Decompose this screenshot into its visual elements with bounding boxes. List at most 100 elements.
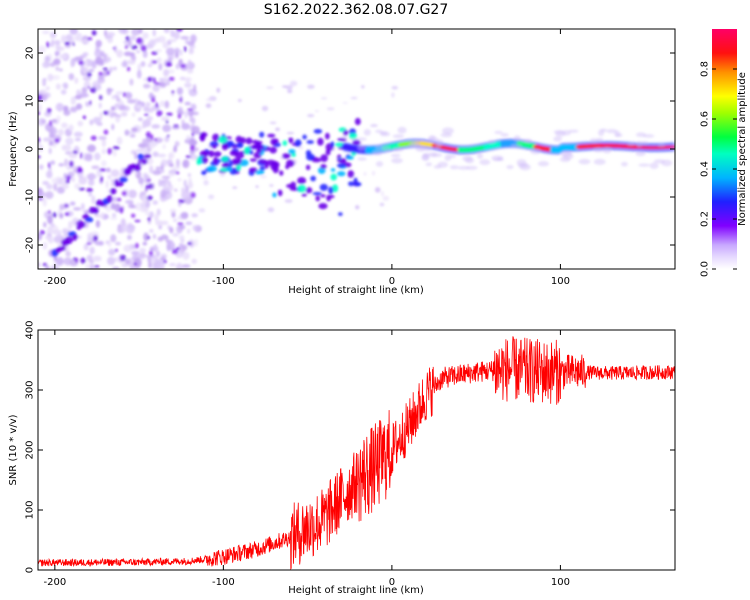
spectrogram-haze-blob bbox=[465, 165, 478, 170]
spectrogram-noise-blob bbox=[38, 164, 44, 170]
spectrogram-noise-blob bbox=[114, 203, 121, 213]
spectrogram-noise-blob bbox=[124, 129, 130, 136]
spectrogram-purple-blob bbox=[134, 242, 139, 249]
spectrogram-noise-blob bbox=[70, 96, 76, 106]
spectrogram-haze-blob bbox=[593, 158, 606, 165]
spectrogram-noise-blob bbox=[148, 142, 156, 149]
spectrogram-band-blob bbox=[306, 153, 315, 161]
spectrogram-noise-blob bbox=[175, 63, 180, 70]
spectrogram-noise-blob bbox=[133, 257, 142, 267]
spectrogram-noise-blob bbox=[56, 257, 64, 266]
spectrogram-haze-blob bbox=[537, 161, 550, 167]
spectrogram-haze-blob bbox=[491, 155, 504, 161]
spectrogram-noise-blob bbox=[131, 112, 136, 117]
spectrogram-noise-blob bbox=[186, 62, 194, 69]
spectrogram-band-blob bbox=[217, 136, 228, 144]
spectrogram-noise-blob bbox=[137, 117, 143, 122]
spectrogram-noise-blob bbox=[142, 241, 148, 246]
spectrogram-noise-blob bbox=[194, 238, 199, 247]
spectrogram-purple-blob bbox=[185, 155, 192, 159]
spectrogram-noise-blob bbox=[144, 212, 152, 216]
spectrogram-noise-blob bbox=[113, 103, 119, 110]
spectrogram-haze-blob bbox=[476, 152, 484, 159]
spectrogram-noise-blob bbox=[128, 39, 132, 47]
spectrogram-noise-blob bbox=[110, 169, 120, 178]
spectrogram-haze-blob bbox=[627, 143, 635, 147]
spectrogram-haze-blob bbox=[517, 162, 529, 168]
spectrogram-noise-blob bbox=[110, 202, 116, 210]
spectrogram-band-blob bbox=[348, 181, 355, 187]
spectrogram-diagonal-blob bbox=[109, 188, 117, 195]
spectrogram-noise-blob bbox=[287, 90, 292, 93]
spectrogram-noise-blob bbox=[42, 77, 47, 82]
spectrogram-noise-blob bbox=[298, 145, 304, 150]
spectrogram-noise-blob bbox=[74, 95, 82, 100]
spectrogram-purple-blob bbox=[183, 46, 187, 53]
spectrogram-noise-blob bbox=[38, 191, 46, 197]
spectrogram-noise-blob bbox=[134, 151, 138, 160]
spectrogram-noise-blob bbox=[89, 119, 94, 126]
spectrogram-band-blob bbox=[347, 170, 355, 178]
spectrogram-purple-blob bbox=[99, 94, 103, 101]
spectrogram-noise-blob bbox=[267, 207, 275, 213]
spectrogram-tone-blob bbox=[671, 145, 675, 148]
spectrogram-noise-blob bbox=[269, 184, 274, 187]
spectrogram-noise-blob bbox=[181, 123, 191, 130]
spectrogram-purple-blob bbox=[64, 212, 70, 217]
spectrogram-noise-blob bbox=[175, 262, 183, 269]
spectrogram-noise-blob bbox=[143, 232, 149, 242]
spectrogram-noise-blob bbox=[286, 132, 295, 135]
spectrogram-haze-blob bbox=[593, 147, 604, 153]
spectrogram-noise-blob bbox=[85, 262, 90, 269]
spectrogram-noise-blob bbox=[47, 73, 54, 82]
spectrogram-noise-blob bbox=[382, 195, 390, 201]
spectrogram-noise-blob bbox=[91, 60, 97, 69]
spectrogram-noise-blob bbox=[169, 263, 176, 267]
spectrogram-band-blob bbox=[213, 151, 222, 157]
spectrogram-noise-blob bbox=[53, 57, 61, 66]
spectrogram-noise-blob bbox=[191, 258, 197, 264]
spectrogram-noise-blob bbox=[179, 76, 186, 81]
snr-ticks: -200 -100 0 100 0 100 200 300 400 bbox=[25, 320, 675, 588]
spectrogram-noise-blob bbox=[174, 140, 180, 147]
spectrogram-noise-blob bbox=[89, 260, 95, 264]
spectrogram-purple-blob bbox=[64, 41, 70, 46]
spectrogram-noise-blob bbox=[87, 144, 96, 153]
spectrogram-purple-blob bbox=[125, 35, 130, 42]
spectrogram-noise-blob bbox=[73, 207, 82, 211]
spectrogram-noise-blob bbox=[62, 82, 68, 88]
spectrogram-band-blob bbox=[338, 212, 343, 216]
spectrogram-band-blob bbox=[317, 137, 324, 146]
spectrogram-noise-blob bbox=[190, 34, 197, 43]
spectrogram-noise-blob bbox=[42, 137, 52, 142]
spectrogram-diagonal-blob bbox=[140, 158, 148, 165]
spectrogram-noise-blob bbox=[181, 264, 191, 268]
spectrogram-noise-blob bbox=[62, 144, 72, 151]
spectrogram-noise-blob bbox=[166, 243, 172, 252]
spectrogram-noise-blob bbox=[154, 37, 160, 44]
spectrogram-band-blob bbox=[201, 157, 209, 163]
spectrogram-noise-blob bbox=[118, 29, 127, 34]
spectrogram-noise-blob bbox=[65, 137, 74, 146]
spectrogram-haze-blob bbox=[530, 147, 542, 155]
snr-x-tick-label: 100 bbox=[551, 577, 570, 588]
spectrogram-noise-blob bbox=[165, 47, 175, 56]
spectrogram-noise-blob bbox=[391, 85, 399, 90]
spectrogram-noise-blob bbox=[58, 177, 68, 186]
spectrogram-noise-blob bbox=[57, 128, 65, 136]
spectrogram-noise-blob bbox=[162, 41, 169, 49]
spectrogram-purple-blob bbox=[87, 36, 93, 41]
spectrogram-noise-blob bbox=[154, 213, 159, 223]
spectrogram-haze-blob bbox=[428, 135, 436, 141]
spectrogram-band-blob bbox=[320, 194, 326, 198]
spectrogram-band-blob bbox=[330, 141, 335, 148]
spectrogram-noise-blob bbox=[261, 105, 269, 112]
spectrogram-noise-blob bbox=[57, 242, 62, 247]
spectrogram-purple-blob bbox=[119, 206, 124, 214]
spectrogram-band-blob bbox=[208, 150, 215, 158]
snr-x-tick-label: -100 bbox=[212, 577, 235, 588]
spectrogram-purple-blob bbox=[78, 187, 85, 191]
spectrogram-noise-blob bbox=[81, 202, 85, 210]
spectrogram-diagonal-blob bbox=[85, 216, 94, 223]
spectrogram-band-blob bbox=[327, 194, 335, 199]
